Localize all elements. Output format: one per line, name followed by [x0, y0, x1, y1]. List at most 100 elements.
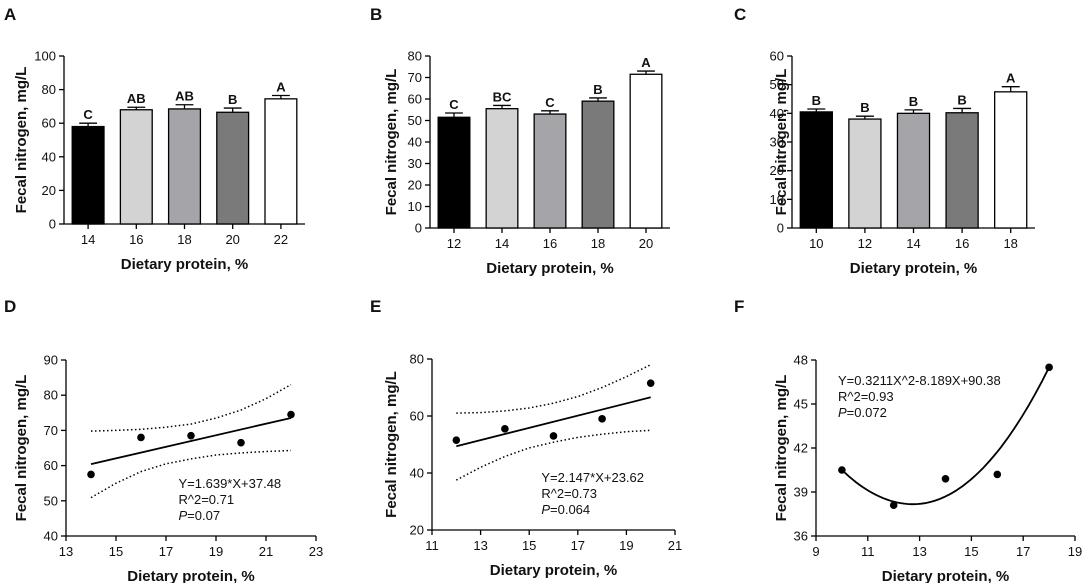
- x-tick-label-a-1: 16: [129, 232, 143, 247]
- x-tick-label-a-3: 20: [225, 232, 239, 247]
- x-tick-label-c-0: 10: [809, 236, 823, 251]
- y-tick-label-f-0: 36: [794, 529, 808, 544]
- annotation-line-d-0: Y=1.639*X+37.48: [179, 476, 282, 491]
- annotation-line-e-2: P=0.064: [541, 502, 590, 517]
- x-tick-label-a-2: 18: [177, 232, 191, 247]
- x-tick-label-b-3: 18: [591, 236, 605, 251]
- x-tick-label-c-2: 14: [906, 236, 920, 251]
- bar-a-3: [216, 111, 250, 225]
- y-tick-label-a-3: 60: [42, 116, 56, 131]
- bar-a-0: [71, 125, 105, 225]
- x-axis-title-a: Dietary protein, %: [121, 256, 249, 273]
- bar-a-4: [264, 98, 298, 225]
- y-tick-label-e-1: 40: [410, 466, 424, 481]
- sig-label-a-4: A: [276, 79, 286, 94]
- x-tick-label-b-4: 20: [639, 236, 653, 251]
- x-tick-label-d-2: 17: [159, 544, 173, 559]
- data-point-d-4: [287, 410, 295, 419]
- x-tick-label-f-1: 11: [861, 544, 875, 559]
- y-tick-label-d-1: 50: [44, 493, 58, 508]
- y-tick-label-c-6: 60: [770, 49, 784, 64]
- x-tick-label-e-2: 15: [522, 538, 536, 553]
- y-tick-label-d-5: 90: [44, 353, 58, 368]
- x-tick-label-b-2: 16: [543, 236, 557, 251]
- panel-letter-a: A: [4, 5, 16, 24]
- annotation-line-f-1: R^2=0.93: [838, 389, 894, 404]
- y-tick-label-d-0: 40: [44, 529, 58, 544]
- x-tick-label-d-0: 13: [59, 544, 73, 559]
- sig-label-c-1: B: [860, 100, 869, 115]
- sig-label-b-1: BC: [493, 89, 512, 104]
- bar-a-2: [167, 108, 202, 225]
- y-tick-label-b-7: 70: [408, 70, 422, 85]
- y-tick-label-e-2: 60: [410, 409, 424, 424]
- y-tick-label-d-4: 80: [44, 388, 58, 403]
- panel-letter-c: C: [734, 5, 746, 24]
- y-tick-label-f-1: 39: [794, 485, 808, 500]
- fit-line-e: [456, 396, 651, 448]
- bar-b-4: [629, 73, 663, 229]
- y-axis-title-a: Fecal nitrogen, mg/L: [13, 67, 30, 214]
- x-tick-label-d-3: 19: [209, 544, 223, 559]
- y-tick-label-a-0: 0: [49, 217, 56, 232]
- chart-f-regression: 36 39 42 45 48 Fecal nitrogen, mg/L 9 11 13 15 17 1…: [773, 353, 1082, 583]
- x-tick-label-f-4: 17: [1016, 544, 1030, 559]
- y-tick-label-c-0: 0: [777, 221, 784, 236]
- y-axis-title-b: Fecal nitrogen, mg/L: [383, 69, 400, 216]
- x-tick-label-e-4: 19: [619, 538, 633, 553]
- bar-c-4: [994, 91, 1028, 229]
- sig-label-b-2: C: [545, 95, 555, 110]
- sig-label-a-3: B: [228, 92, 237, 107]
- sig-label-b-0: C: [449, 97, 459, 112]
- sig-label-c-4: A: [1006, 71, 1016, 86]
- chart-d-regression: 40 50 60 70 80 90 Fecal nitrogen, mg/L 13 15 17 19…: [13, 353, 323, 583]
- bar-b-2: [533, 113, 567, 229]
- x-axis-title-c: Dietary protein, %: [850, 260, 978, 277]
- y-axis-title-f: Fecal nitrogen, mg/L: [773, 375, 790, 522]
- data-point-d-2: [187, 431, 195, 440]
- y-tick-label-b-0: 0: [415, 221, 422, 236]
- ci-upper-d: [90, 383, 292, 432]
- x-axis-title-e: Dietary protein, %: [490, 562, 618, 579]
- y-axis-title-c: Fecal nitrogen, mg/L: [773, 69, 790, 216]
- data-point-e-3: [598, 415, 606, 423]
- sig-label-c-0: B: [812, 93, 821, 108]
- y-tick-label-b-4: 40: [408, 135, 422, 150]
- data-point-f-2: [941, 475, 950, 483]
- sig-label-a-2: AB: [175, 89, 194, 104]
- annotation-line-f-2: P=0.072: [838, 405, 887, 420]
- y-tick-label-c-3: 30: [770, 135, 784, 150]
- y-tick-label-b-1: 10: [408, 199, 422, 214]
- bar-c-2: [896, 112, 931, 229]
- annotation-line-d-1: R^2=0.71: [179, 492, 235, 507]
- x-axis-title-d: Dietary protein, %: [127, 568, 255, 583]
- y-tick-label-f-4: 48: [794, 353, 808, 368]
- data-point-f-4: [1045, 363, 1053, 372]
- y-tick-label-b-8: 80: [408, 49, 422, 64]
- x-tick-label-f-2: 13: [912, 544, 926, 559]
- y-tick-label-a-5: 100: [34, 49, 56, 64]
- data-point-e-2: [549, 432, 558, 440]
- y-tick-label-c-1: 10: [770, 192, 784, 207]
- x-tick-label-e-1: 13: [473, 538, 487, 553]
- data-point-e-1: [501, 425, 509, 433]
- annotation-line-d-2: P=0.07: [179, 508, 221, 523]
- annotation-line-f-0: Y=0.3211X^2-8.189X+90.38: [838, 373, 1001, 388]
- x-tick-label-a-0: 14: [81, 232, 95, 247]
- data-point-f-0: [838, 466, 846, 474]
- x-tick-label-f-3: 15: [964, 544, 978, 559]
- bar-b-0: [437, 116, 471, 229]
- data-point-f-1: [889, 501, 898, 510]
- x-tick-label-f-0: 9: [812, 544, 819, 559]
- sig-label-c-2: B: [909, 94, 918, 109]
- x-tick-label-d-5: 23: [309, 544, 323, 559]
- sig-label-a-1: AB: [127, 91, 146, 106]
- data-point-d-0: [87, 470, 95, 479]
- x-tick-label-c-4: 18: [1003, 236, 1017, 251]
- annotation-line-e-0: Y=2.147*X+23.62: [541, 470, 644, 485]
- x-tick-label-b-0: 12: [447, 236, 461, 251]
- y-tick-label-b-6: 60: [408, 92, 422, 107]
- data-point-e-4: [646, 379, 655, 388]
